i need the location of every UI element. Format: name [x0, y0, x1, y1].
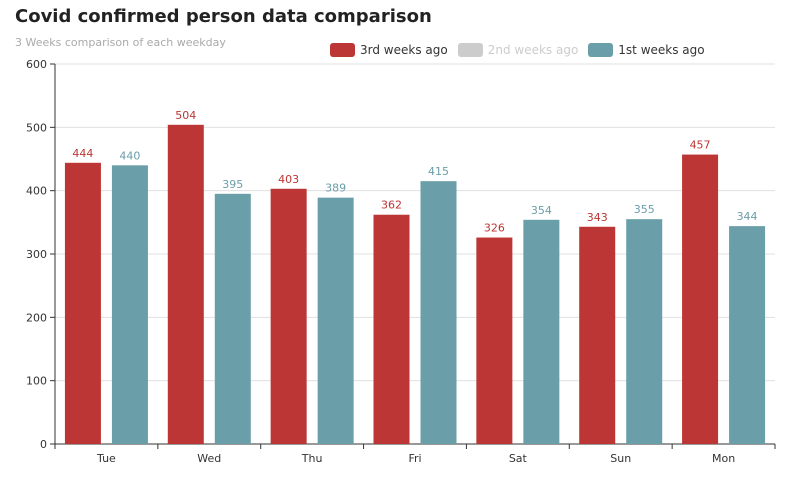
bar-value-label: 457 [690, 139, 711, 152]
bar-value-label: 504 [175, 109, 196, 122]
bar-value-label: 440 [119, 149, 140, 162]
bar [476, 237, 513, 444]
bar-value-label: 415 [428, 165, 449, 178]
bar [579, 226, 616, 444]
legend-swatch [457, 43, 483, 57]
chart-legend: 3rd weeks ago 2nd weeks ago 1st weeks ag… [330, 42, 715, 58]
bar-value-label: 362 [381, 199, 402, 212]
legend-swatch [330, 43, 355, 57]
y-tick-label: 200 [26, 311, 47, 324]
y-tick-label: 100 [26, 375, 47, 388]
x-tick-label: Wed [197, 452, 221, 465]
bar-value-label: 444 [72, 147, 93, 160]
x-tick-label: Thu [301, 452, 323, 465]
bar-value-label: 326 [484, 222, 505, 235]
bar [373, 214, 410, 444]
legend-item-3rd-weeks-ago[interactable]: 3rd weeks ago [330, 43, 448, 57]
bar-value-label: 354 [531, 204, 552, 217]
bar [167, 124, 204, 445]
x-tick-label: Fri [408, 452, 421, 465]
bar-value-label: 395 [222, 178, 243, 191]
bar [64, 162, 101, 445]
bar-value-label: 403 [278, 173, 299, 186]
bar [270, 188, 307, 444]
legend-label: 1st weeks ago [618, 43, 705, 57]
bar-value-label: 344 [737, 210, 758, 223]
bar-value-label: 343 [587, 211, 608, 224]
x-tick-label: Sat [509, 452, 528, 465]
bar [729, 226, 766, 444]
bar [111, 165, 148, 445]
bar [214, 193, 251, 444]
x-tick-label: Mon [712, 452, 735, 465]
legend-item-2nd-weeks-ago[interactable]: 2nd weeks ago [457, 43, 579, 57]
legend-label: 2nd weeks ago [487, 43, 579, 57]
x-tick-label: Tue [96, 452, 116, 465]
bar [626, 219, 663, 444]
y-tick-label: 300 [26, 248, 47, 261]
chart-subtitle: 3 Weeks comparison of each weekday [15, 36, 226, 49]
bar [420, 181, 457, 444]
y-tick-label: 0 [40, 438, 47, 451]
bar [317, 197, 354, 444]
bar [523, 219, 560, 444]
x-tick-label: Sun [610, 452, 631, 465]
bar [682, 154, 719, 445]
y-tick-label: 400 [26, 185, 47, 198]
bar-value-label: 355 [634, 203, 655, 216]
chart-title: Covid confirmed person data comparison [15, 6, 432, 27]
y-tick-label: 500 [26, 121, 47, 134]
legend-item-1st-weeks-ago[interactable]: 1st weeks ago [588, 43, 705, 57]
legend-label: 3rd weeks ago [360, 43, 448, 57]
y-tick-label: 600 [26, 58, 47, 71]
legend-swatch [588, 43, 614, 57]
bar-value-label: 389 [325, 182, 346, 195]
